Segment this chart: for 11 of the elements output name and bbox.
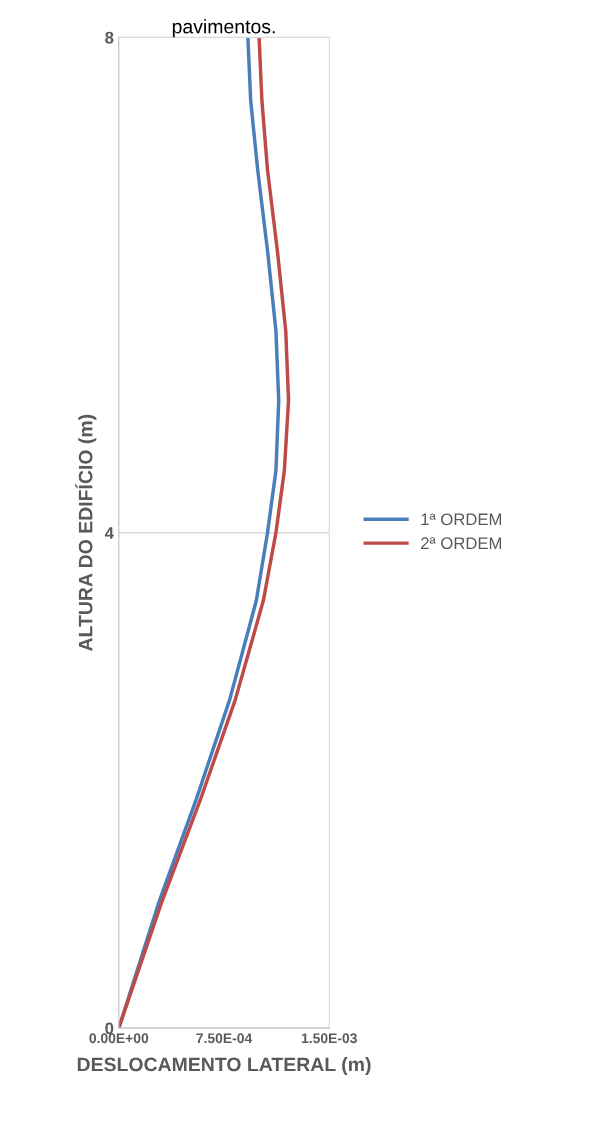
chart-title: pavimentos. [172, 19, 275, 38]
y-axis-title: ALTURA DO EDIFÍCIO (m) [75, 414, 97, 652]
x-axis-title: DESLOCAMENTO LATERAL (m) [77, 1057, 371, 1076]
x-tick-label: 1.50E-03 [301, 1033, 357, 1044]
legend-label: 1ª ORDEM [421, 513, 502, 526]
x-tick-label: 0.00E+00 [89, 1033, 149, 1044]
legend-label: 2ª ORDEM [421, 537, 502, 550]
y-tick-label: 0 [105, 1022, 114, 1035]
y-tick-label: 8 [105, 31, 114, 44]
y-tick-label: 4 [104, 527, 114, 539]
x-tick-label: 7.50E-04 [196, 1033, 253, 1044]
